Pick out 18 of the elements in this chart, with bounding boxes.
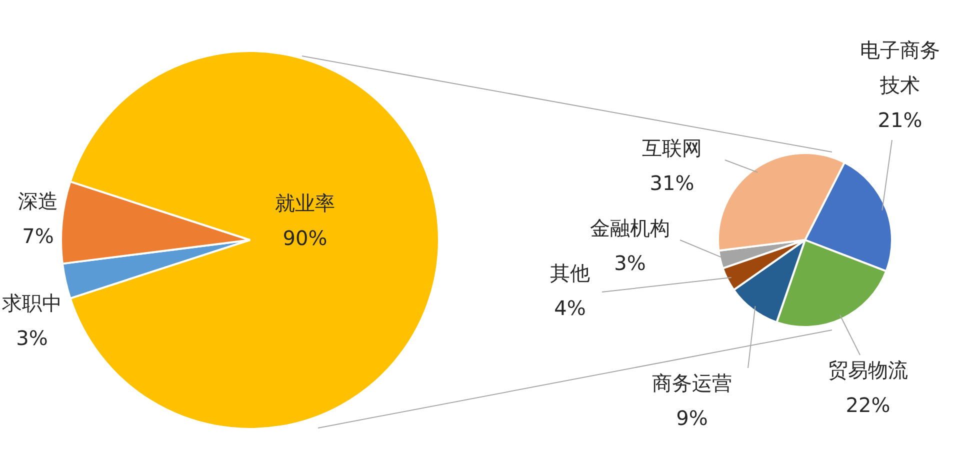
slice-label: 深造	[18, 189, 58, 214]
slice-label: 金融机构	[590, 216, 670, 240]
data-label: 4%	[554, 296, 586, 320]
data-label: 22%	[846, 393, 890, 418]
slice-label: 求职中	[2, 291, 62, 316]
slice-label: 商务运营	[652, 371, 732, 396]
data-label: 31%	[650, 171, 694, 196]
data-label: 21%	[878, 108, 922, 132]
data-label: 7%	[22, 224, 54, 248]
data-label: 3%	[16, 326, 48, 350]
slice-label: 互联网	[642, 136, 702, 160]
slice-label: 贸易物流	[828, 358, 908, 382]
data-label: 9%	[676, 406, 708, 430]
data-label: 3%	[614, 251, 646, 276]
slice-label: 其他	[550, 261, 590, 286]
slice-label: 就业率	[275, 191, 335, 216]
slice-label: 电子商务技术	[860, 38, 940, 98]
data-label: 90%	[282, 226, 328, 250]
